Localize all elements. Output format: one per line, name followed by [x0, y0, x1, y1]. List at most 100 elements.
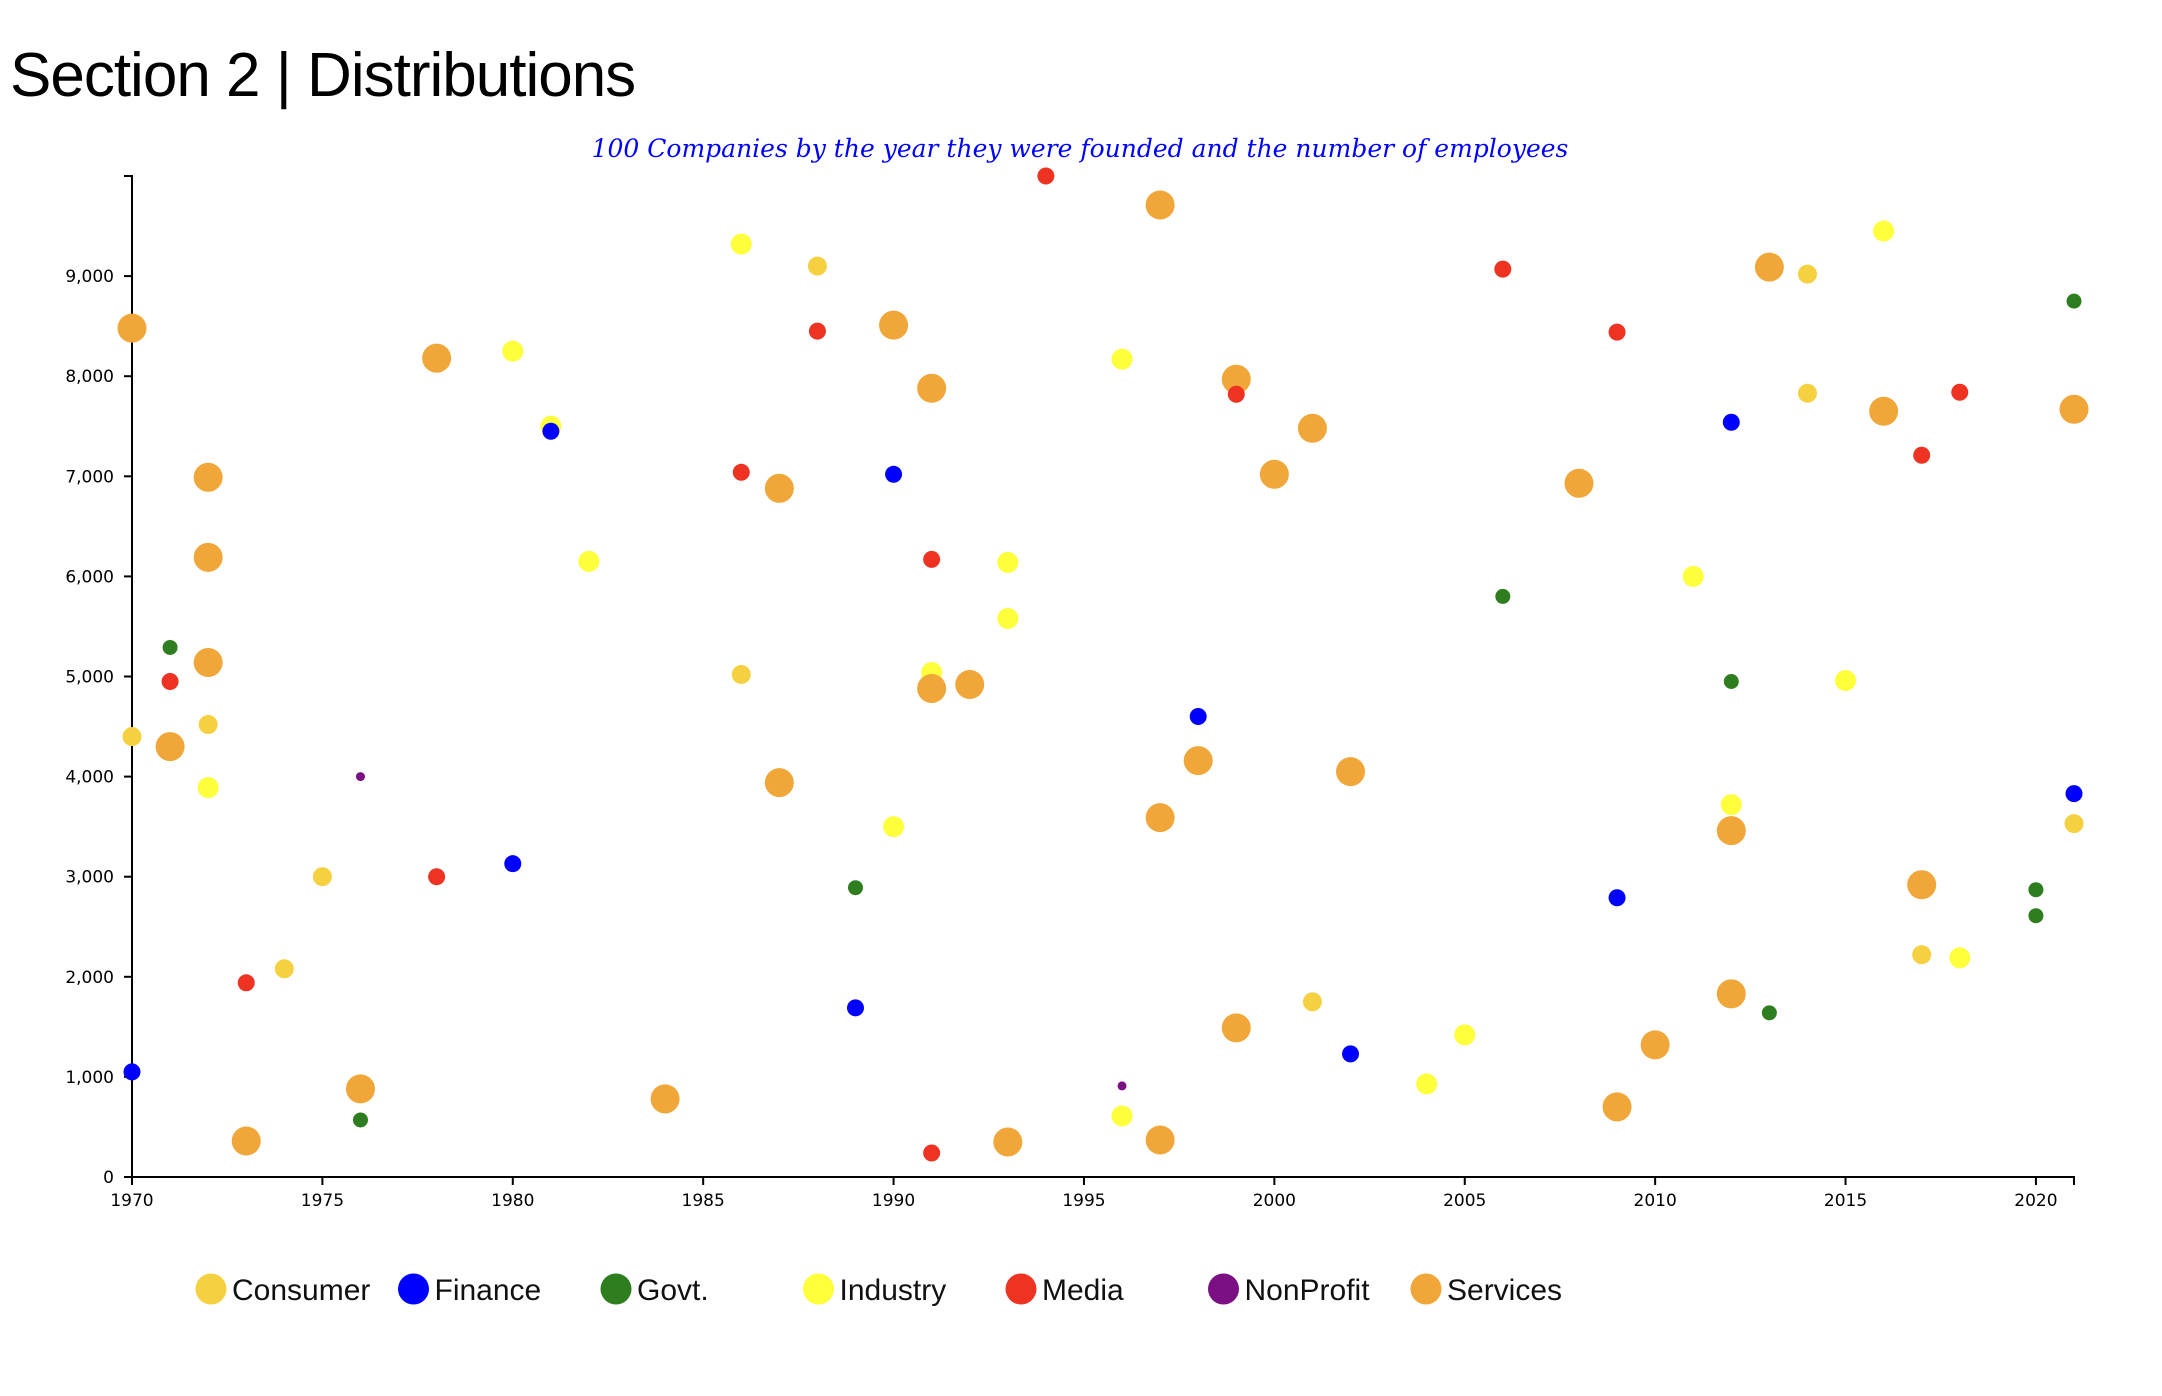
data-point [345, 1074, 375, 1104]
legend-label: Finance [435, 1274, 542, 1307]
legend-label: Media [1042, 1274, 1124, 1307]
data-point [1259, 459, 1289, 489]
data-point [155, 732, 185, 762]
chart-title: 100 Companies by the year they were foun… [592, 134, 1569, 163]
data-point [764, 768, 794, 798]
data-point [1608, 889, 1626, 907]
data-point [198, 715, 218, 735]
data-point [1869, 396, 1899, 426]
data-point [1454, 1024, 1476, 1046]
data-point [1722, 413, 1740, 431]
data-point [1221, 364, 1251, 394]
data-point [1145, 1125, 1175, 1155]
data-point [312, 867, 332, 887]
data-point [997, 551, 1019, 573]
data-point [1716, 979, 1746, 1009]
data-point [847, 880, 863, 896]
legend-item: Consumer [195, 1273, 370, 1307]
data-point [352, 1112, 368, 1128]
legend-item: Industry [803, 1273, 947, 1307]
data-point [1835, 670, 1857, 692]
legend-swatch [1005, 1273, 1037, 1305]
legend-swatch [803, 1273, 834, 1305]
legend-swatch [1410, 1273, 1442, 1305]
data-point [993, 1127, 1023, 1157]
data-point [764, 473, 794, 503]
x-tick-label: 2015 [1824, 1191, 1867, 1211]
data-point [1949, 947, 1971, 969]
data-point [1564, 468, 1594, 498]
legend-label: Consumer [232, 1274, 370, 1307]
legend-swatch [195, 1273, 227, 1305]
data-point [883, 816, 905, 838]
data-point [193, 542, 223, 572]
data-point [123, 1063, 141, 1081]
data-point [274, 959, 294, 979]
data-point [502, 340, 524, 362]
data-point [428, 868, 446, 886]
data-point [1227, 385, 1245, 403]
y-tick-label: 6,000 [65, 567, 114, 587]
x-tick-label: 2000 [1253, 1191, 1296, 1211]
data-point [122, 727, 142, 747]
x-tick-label: 2010 [1634, 1191, 1677, 1211]
data-point [1145, 190, 1175, 220]
data-point [1342, 1045, 1360, 1063]
legend-label: Industry [840, 1274, 947, 1307]
x-tick-label: 1995 [1062, 1191, 1105, 1211]
data-point [542, 422, 560, 440]
data-point [808, 322, 826, 340]
x-tick-label: 1970 [110, 1191, 153, 1211]
data-point [193, 647, 223, 677]
y-tick-label: 0 [103, 1168, 114, 1188]
data-points [117, 167, 2089, 1162]
data-point [1221, 1013, 1251, 1043]
data-point [1037, 167, 1055, 185]
x-axis-line [131, 1176, 2075, 1185]
y-tick-label: 5,000 [65, 668, 114, 688]
legend-item: Finance [398, 1273, 542, 1307]
legend-item: Services [1410, 1273, 1562, 1307]
data-point [923, 550, 941, 568]
data-point [923, 1144, 941, 1162]
section-title: Section 2 | Distributions [10, 41, 636, 110]
legend-swatch [600, 1273, 632, 1305]
data-point [1416, 1073, 1438, 1095]
y-tick-label: 8,000 [65, 367, 114, 387]
legend-label: Services [1447, 1274, 1562, 1307]
legend-label: Govt. [637, 1274, 709, 1307]
data-point [846, 999, 864, 1017]
data-point [355, 772, 365, 782]
data-point [1183, 746, 1213, 776]
x-tick-label: 1990 [872, 1191, 915, 1211]
data-point [807, 256, 827, 276]
data-point [1754, 252, 1784, 282]
data-point [1873, 220, 1895, 242]
data-point [732, 463, 750, 481]
data-point [1907, 870, 1937, 900]
data-point [1302, 992, 1322, 1012]
data-point [731, 664, 751, 684]
legend-swatch [398, 1273, 429, 1305]
data-point [231, 1126, 261, 1156]
y-tick-label: 4,000 [65, 768, 114, 788]
data-point [885, 465, 903, 483]
data-point [1608, 323, 1626, 341]
data-point [578, 550, 600, 572]
data-point [193, 462, 223, 492]
data-point [2059, 394, 2089, 424]
data-point [2028, 882, 2044, 898]
x-tick-label: 1980 [491, 1191, 534, 1211]
data-point [1912, 945, 1932, 965]
data-point [504, 855, 522, 873]
data-point [1111, 1105, 1133, 1127]
data-point [161, 673, 179, 691]
data-point [879, 310, 909, 340]
data-point [1336, 757, 1366, 787]
data-point [1682, 565, 1704, 587]
y-tick-label: 2,000 [65, 968, 114, 988]
y-tick-label: 1,000 [65, 1068, 114, 1088]
data-point [955, 670, 985, 700]
data-point [1720, 794, 1742, 816]
axes: 0 1,000 2,000 3,000 4,000 5,000 6,000 7,000 8,00… [65, 175, 2075, 1211]
